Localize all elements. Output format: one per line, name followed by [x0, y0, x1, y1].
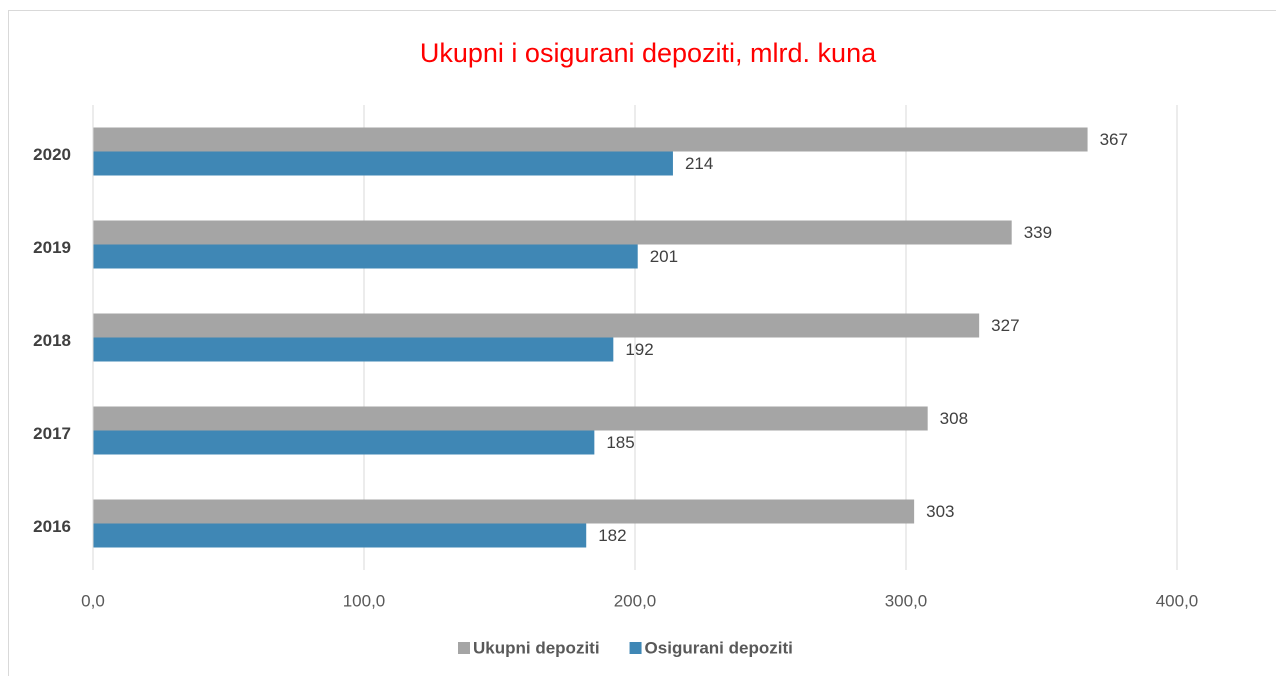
x-tick-label: 100,0 — [343, 591, 386, 610]
bar — [93, 151, 673, 176]
y-tick-label: 2020 — [33, 145, 71, 164]
data-label: 192 — [625, 340, 653, 359]
y-tick-label: 2016 — [33, 517, 71, 536]
x-tick-label: 400,0 — [1156, 591, 1199, 610]
legend-swatch — [458, 642, 470, 654]
chart-title: Ukupni i osigurani depoziti, mlrd. kuna — [420, 38, 877, 68]
legend-swatch — [629, 642, 642, 654]
data-label: 339 — [1024, 223, 1052, 242]
bar — [93, 523, 587, 548]
data-label: 367 — [1100, 130, 1128, 149]
data-label: 185 — [606, 433, 634, 452]
data-label: 327 — [991, 316, 1019, 335]
y-tick-label: 2019 — [33, 238, 71, 257]
x-tick-label: 200,0 — [614, 591, 657, 610]
bar — [93, 313, 980, 338]
bar — [93, 499, 915, 524]
bar — [93, 127, 1088, 152]
bar — [93, 244, 638, 269]
data-label: 201 — [650, 247, 678, 266]
y-tick-label: 2017 — [33, 424, 71, 443]
legend-label: Ukupni depoziti — [473, 638, 600, 657]
x-tick-label: 0,0 — [81, 591, 105, 610]
bar — [93, 220, 1012, 245]
data-label: 308 — [940, 409, 968, 428]
bar — [93, 430, 595, 455]
data-label: 214 — [685, 154, 713, 173]
data-label: 182 — [598, 526, 626, 545]
bar — [93, 337, 614, 362]
x-tick-label: 300,0 — [885, 591, 928, 610]
legend-label: Osigurani depoziti — [645, 638, 793, 657]
chart-border — [8, 10, 1276, 676]
bar — [93, 406, 928, 431]
data-label: 303 — [926, 502, 954, 521]
y-tick-label: 2018 — [33, 331, 71, 350]
